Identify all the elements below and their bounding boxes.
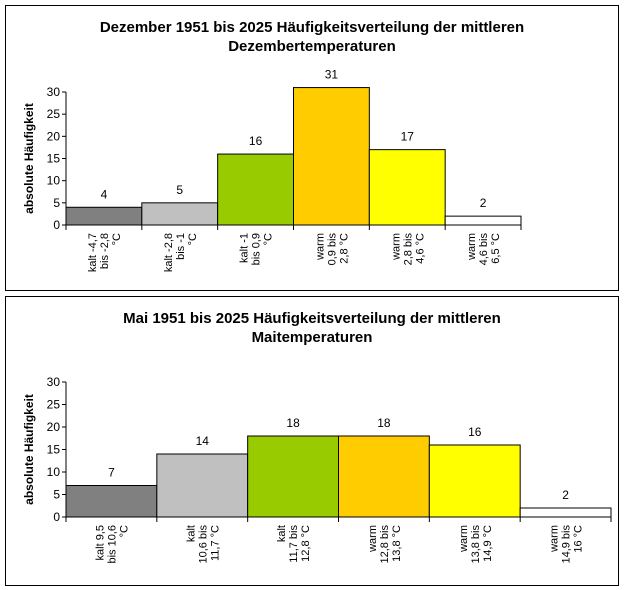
x-tick-label: 14,9 bis — [561, 525, 573, 564]
y-tick-label: 25 — [47, 398, 61, 412]
bar — [338, 435, 430, 518]
data-label: 4 — [101, 187, 108, 201]
y-tick-label: 30 — [47, 375, 61, 389]
bar — [65, 206, 143, 226]
x-tick-label: warm — [458, 525, 470, 553]
x-tick-label: 4,6 bis — [478, 233, 490, 266]
data-label: 5 — [176, 183, 183, 197]
data-label: 18 — [377, 416, 391, 430]
y-tick-label: 10 — [47, 465, 61, 479]
data-label: 16 — [468, 425, 482, 439]
x-tick-label: kalt -2,8 — [163, 233, 175, 272]
bar — [217, 153, 295, 226]
y-axis-title: absolute Häufigkeit — [22, 103, 36, 214]
y-tick-label: 0 — [53, 218, 60, 232]
x-tick-label: °C — [118, 525, 130, 537]
data-label: 2 — [562, 488, 569, 502]
y-tick-label: 5 — [53, 196, 60, 210]
data-label: 31 — [325, 68, 339, 82]
chart-title-line1: Dezember 1951 bis 2025 Häufigkeitsvertei… — [99, 19, 525, 36]
x-tick-label: 2,8 bis — [402, 233, 414, 266]
x-tick-label: 10,6 bis — [197, 525, 209, 564]
bar — [428, 444, 521, 518]
chart-panel-december: Dezember 1951 bis 2025 Häufigkeitsvertei… — [5, 5, 619, 291]
y-tick-label: 20 — [47, 420, 61, 434]
y-tick-label: 15 — [47, 443, 61, 457]
data-label: 14 — [196, 434, 210, 448]
y-tick-label: 10 — [47, 174, 61, 188]
y-tick-label: 0 — [53, 510, 60, 524]
x-tick-label: bis 0,9 — [251, 233, 263, 265]
x-tick-label: 13,8 bis — [470, 525, 482, 564]
data-label: 16 — [249, 134, 263, 148]
x-tick-label: kalt -4,7 — [87, 233, 99, 272]
y-tick-label: 25 — [47, 107, 61, 121]
bar — [65, 485, 158, 518]
x-tick-label: bis -1 — [175, 233, 187, 260]
x-tick-label: 16 °C — [573, 525, 585, 553]
x-tick-label: °C — [187, 233, 199, 245]
x-tick-label: 11,7 bis — [288, 525, 300, 563]
x-tick-label: 12,8 bis — [379, 525, 391, 564]
x-tick-label: kalt — [185, 525, 197, 542]
bar — [247, 435, 340, 518]
y-tick-label: 30 — [47, 85, 61, 99]
x-tick-label: 0,9 bis — [326, 233, 338, 266]
x-tick-label: °C — [111, 233, 123, 245]
data-label: 18 — [286, 416, 300, 430]
x-tick-label: kalt -1 — [239, 233, 251, 263]
x-tick-label: 4,6 °C — [414, 233, 426, 264]
x-tick-label: warm — [466, 233, 478, 261]
x-tick-label: bis -2,8 — [99, 233, 111, 269]
y-tick-label: 20 — [47, 129, 61, 143]
data-label: 7 — [108, 466, 115, 480]
x-tick-label: warm — [367, 525, 379, 553]
chart-panel-may: Mai 1951 bis 2025 Häufigkeitsverteilung … — [5, 296, 619, 586]
bar — [141, 202, 219, 226]
y-tick-label: 5 — [53, 488, 60, 502]
x-tick-label: warm — [390, 233, 402, 261]
x-tick-label: °C — [263, 233, 275, 245]
x-tick-label: 14,9 °C — [482, 525, 494, 562]
chart-title-line1: Mai 1951 bis 2025 Häufigkeitsverteilung … — [123, 310, 501, 327]
x-tick-label: kalt — [276, 525, 288, 542]
x-tick-label: warm — [314, 233, 326, 261]
data-label: 17 — [401, 130, 415, 144]
y-axis-title: absolute Häufigkeit — [22, 394, 36, 505]
chart-title-line2: Dezembertemperaturen — [228, 38, 396, 55]
data-label: 2 — [480, 196, 487, 210]
bar — [444, 215, 522, 226]
x-tick-label: warm — [549, 525, 561, 553]
x-tick-label: 2,8 °C — [338, 233, 350, 264]
x-tick-label: 12,8 °C — [300, 525, 312, 562]
bar — [368, 149, 446, 226]
chart-title-line2: Maitemperaturen — [251, 329, 373, 346]
x-tick-label: 13,8 °C — [391, 525, 403, 562]
chart-title: Mai 1951 bis 2025 Häufigkeitsverteilung … — [6, 309, 618, 347]
x-tick-label: kalt 9,5 — [94, 525, 106, 560]
x-tick-label: 6,5 °C — [490, 233, 502, 264]
bar — [156, 453, 249, 518]
bar — [519, 507, 612, 518]
bar — [293, 87, 370, 226]
y-tick-label: 15 — [47, 152, 61, 166]
x-tick-label: bis 10,6 — [106, 525, 118, 564]
x-tick-label: 11,7 °C — [209, 525, 221, 561]
chart-title: Dezember 1951 bis 2025 Häufigkeitsvertei… — [6, 18, 618, 56]
